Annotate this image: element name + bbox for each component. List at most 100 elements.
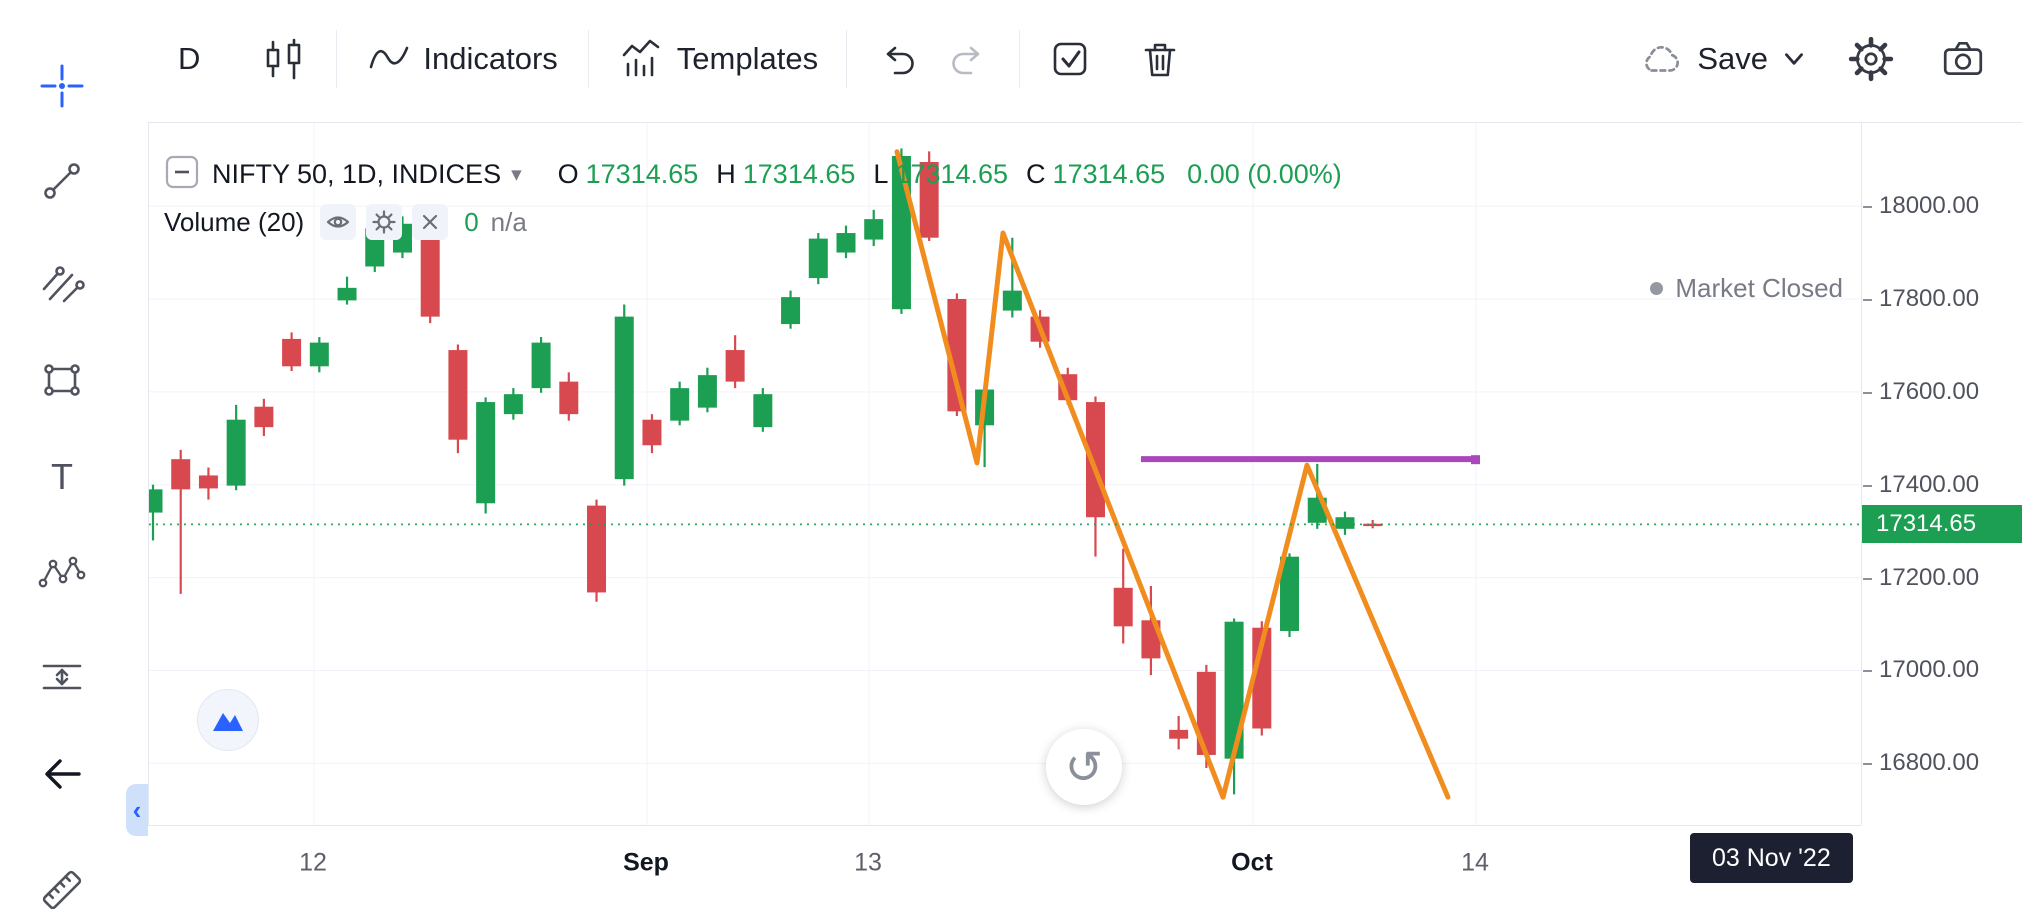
crosshair-icon — [40, 64, 84, 108]
candlestick-series — [149, 148, 1383, 795]
interval-button[interactable]: D — [178, 41, 200, 77]
redo-icon — [952, 46, 980, 75]
pitchfork-tool[interactable] — [34, 253, 90, 309]
current-price-badge: 17314.65 — [1862, 505, 2022, 544]
legend-collapse-button[interactable] — [164, 154, 200, 195]
gear-small-icon — [372, 210, 396, 234]
gear-icon — [1848, 36, 1894, 82]
close-icon — [423, 214, 438, 230]
time-tick-label: 14 — [1461, 848, 1489, 876]
volume-remove-button[interactable] — [412, 204, 449, 240]
undo-button[interactable] — [875, 37, 919, 81]
trash-icon — [1144, 43, 1176, 77]
templates-icon — [622, 39, 660, 77]
high-label: H — [716, 158, 736, 189]
market-status: Market Closed — [1650, 273, 1843, 304]
price-tick-label: 17600.00 — [1862, 378, 2022, 406]
mountain-logo-icon — [213, 713, 243, 731]
templates-button[interactable]: Templates — [619, 37, 818, 81]
ruler-icon — [42, 870, 82, 910]
open-value: 17314.65 — [585, 158, 699, 189]
trend-zigzag-drawing[interactable] — [894, 149, 1451, 800]
save-label: Save — [1697, 41, 1768, 76]
chart-type-button[interactable] — [262, 37, 306, 81]
close-value: 17314.65 — [1052, 158, 1166, 189]
checkbox-icon — [1053, 42, 1087, 76]
indicators-button[interactable]: Indicators — [367, 37, 558, 81]
high-value: 17314.65 — [742, 158, 856, 189]
rectangle-tool[interactable] — [34, 352, 90, 408]
volume-settings-button[interactable] — [366, 204, 403, 240]
pattern-tool[interactable] — [34, 546, 90, 602]
toolbar-separator — [1019, 30, 1021, 88]
back-arrow-button[interactable] — [34, 746, 90, 802]
symbol-dropdown-chevron[interactable]: ▾ — [511, 162, 522, 186]
toolbar-separator — [846, 30, 848, 88]
low-value: 17314.65 — [895, 158, 1009, 189]
symbol-title[interactable]: NIFTY 50, 1D, INDICES — [212, 158, 502, 189]
text-icon: T — [51, 456, 73, 497]
reset-chart-button[interactable]: ↺ — [1046, 729, 1122, 805]
chevron-down-icon — [1785, 53, 1803, 65]
rectangle-icon — [44, 364, 80, 396]
price-tick-label: 17400.00 — [1862, 471, 2022, 499]
projection-icon — [42, 664, 82, 690]
volume-legend-row: Volume (20) — [164, 199, 1342, 245]
volume-na: n/a — [490, 206, 527, 237]
minus-square-icon — [165, 155, 199, 188]
text-tool[interactable]: T — [34, 449, 90, 505]
trend-line-icon — [44, 163, 80, 199]
time-tick-label: Sep — [623, 848, 669, 876]
reset-icon: ↺ — [1064, 740, 1104, 794]
open-label: O — [557, 158, 579, 189]
undo-icon — [886, 46, 914, 75]
close-label: C — [1026, 158, 1046, 189]
measure-tool[interactable] — [34, 862, 90, 918]
price-tick-label: 17000.00 — [1862, 656, 2022, 684]
chart-canvas[interactable] — [149, 123, 1861, 825]
axis-corner — [1861, 825, 2022, 899]
volume-value: 0 — [464, 206, 479, 237]
arrow-left-icon — [45, 759, 81, 789]
redo-button[interactable] — [947, 37, 991, 81]
top-toolbar: D Indicators Templates — [148, 0, 2022, 118]
forecast-tool[interactable] — [34, 649, 90, 705]
indicators-label: Indicators — [423, 41, 558, 76]
toolbar-collapse-tab[interactable]: ‹ — [126, 784, 148, 836]
time-axis[interactable]: 03 Nov '22 12 Sep 13 Oct 14 — [148, 825, 1861, 899]
symbol-legend-row: NIFTY 50, 1D, INDICES ▾ O 17314.65 H 173… — [164, 151, 1342, 197]
trend-line-tool[interactable] — [34, 153, 90, 209]
camera-icon — [1943, 41, 1983, 75]
price-tick-label: 16800.00 — [1862, 749, 2022, 777]
settings-button[interactable] — [1848, 36, 1894, 82]
level-handle[interactable] — [1471, 455, 1480, 465]
remove-drawings-button[interactable] — [1138, 37, 1182, 81]
save-menu-button[interactable] — [1780, 45, 1808, 73]
templates-label: Templates — [676, 41, 819, 76]
chart-pane: NIFTY 50, 1D, INDICES ▾ O 17314.65 H 173… — [148, 122, 1861, 825]
price-tick-label: 17800.00 — [1862, 285, 2022, 313]
volume-hide-button[interactable] — [320, 204, 357, 240]
interval-label: D — [178, 41, 201, 76]
toolbar-separator — [587, 30, 589, 88]
volume-title[interactable]: Volume (20) — [164, 206, 305, 237]
pitchfork-icon — [42, 266, 85, 303]
low-label: L — [873, 158, 889, 189]
cloud-icon — [1645, 45, 1680, 72]
indicator-wave-icon — [370, 46, 409, 69]
time-tick-label: 13 — [854, 848, 882, 876]
platform-logo[interactable] — [197, 689, 259, 751]
market-status-label: Market Closed — [1675, 273, 1843, 303]
price-tick-label: 18000.00 — [1862, 192, 2022, 220]
checkmark-button[interactable] — [1048, 37, 1092, 81]
change-value: 0.00 (0.00%) — [1187, 158, 1342, 189]
chart-legend: NIFTY 50, 1D, INDICES ▾ O 17314.65 H 173… — [164, 151, 1342, 245]
crosshair-tool[interactable] — [34, 58, 90, 114]
snapshot-button[interactable] — [1940, 36, 1986, 82]
crosshair-date-badge: 03 Nov '22 — [1690, 833, 1853, 883]
save-layout-button[interactable]: Save — [1637, 36, 1780, 82]
candles-icon — [267, 38, 301, 80]
status-dot-icon — [1650, 282, 1664, 295]
price-axis[interactable]: 17314.65 18000.00 17800.00 17600.00 17400.0… — [1861, 122, 2022, 825]
drawing-toolbar: T — [0, 0, 148, 910]
